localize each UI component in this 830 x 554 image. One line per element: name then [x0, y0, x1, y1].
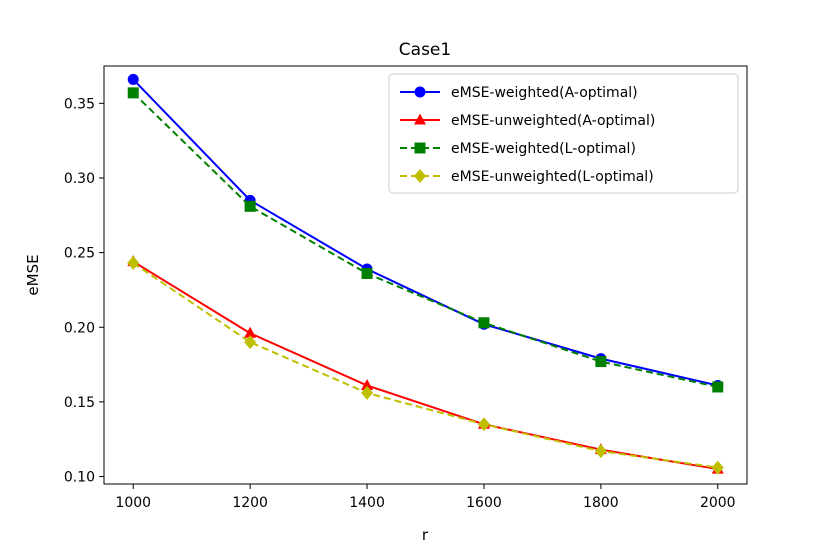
legend-marker — [414, 86, 426, 98]
series-line — [132, 262, 718, 469]
data-point — [594, 444, 607, 459]
data-point — [712, 381, 724, 393]
y-tick-label: 0.20 — [64, 320, 95, 336]
series-layer — [127, 73, 724, 475]
plot-frame — [103, 65, 748, 485]
legend-label: eMSE-unweighted(A-optimal) — [451, 113, 655, 129]
chart-title: Case1 — [399, 40, 451, 60]
legend-marker — [414, 169, 426, 183]
x-tick-label: 1400 — [349, 495, 385, 511]
data-point — [244, 335, 257, 350]
data-point — [595, 356, 607, 368]
x-axis: 1000 1200 1400 1600 1800 2000 — [115, 484, 736, 511]
legend-marker — [414, 142, 426, 154]
data-point — [361, 378, 374, 390]
data-point — [127, 87, 139, 99]
data-point — [127, 256, 140, 271]
data-point — [711, 460, 724, 475]
data-point — [244, 200, 256, 212]
x-tick-label: 1000 — [115, 495, 151, 511]
y-tick-label: 0.30 — [64, 171, 95, 187]
y-tick-label: 0.15 — [64, 395, 95, 411]
y-tick-label: 0.35 — [64, 96, 95, 112]
data-point — [361, 268, 373, 280]
legend: eMSE-weighted(A-optimal) eMSE-unweighted(… — [388, 73, 739, 194]
x-tick-label: 1800 — [583, 495, 619, 511]
legend-label: eMSE-unweighted(L-optimal) — [451, 169, 654, 185]
x-axis-label: r — [422, 526, 429, 544]
data-point — [361, 385, 374, 400]
legend-marker — [414, 113, 426, 125]
y-axis-label: eMSE — [24, 254, 42, 295]
data-point — [127, 73, 139, 85]
x-tick-label: 1600 — [466, 495, 502, 511]
series-line — [132, 92, 718, 388]
legend-label: eMSE-weighted(A-optimal) — [451, 85, 638, 101]
series-line — [132, 78, 718, 387]
data-point — [244, 326, 257, 338]
legend-box — [388, 73, 739, 194]
data-point — [477, 417, 490, 432]
y-tick-label: 0.25 — [64, 246, 95, 262]
y-axis: 0.10 0.15 0.20 0.25 0.30 0.35 — [64, 96, 104, 486]
data-point — [478, 317, 490, 329]
x-tick-label: 2000 — [700, 495, 736, 511]
x-tick-label: 1200 — [232, 495, 268, 511]
legend-label: eMSE-weighted(L-optimal) — [451, 141, 636, 157]
y-tick-label: 0.10 — [64, 470, 95, 486]
